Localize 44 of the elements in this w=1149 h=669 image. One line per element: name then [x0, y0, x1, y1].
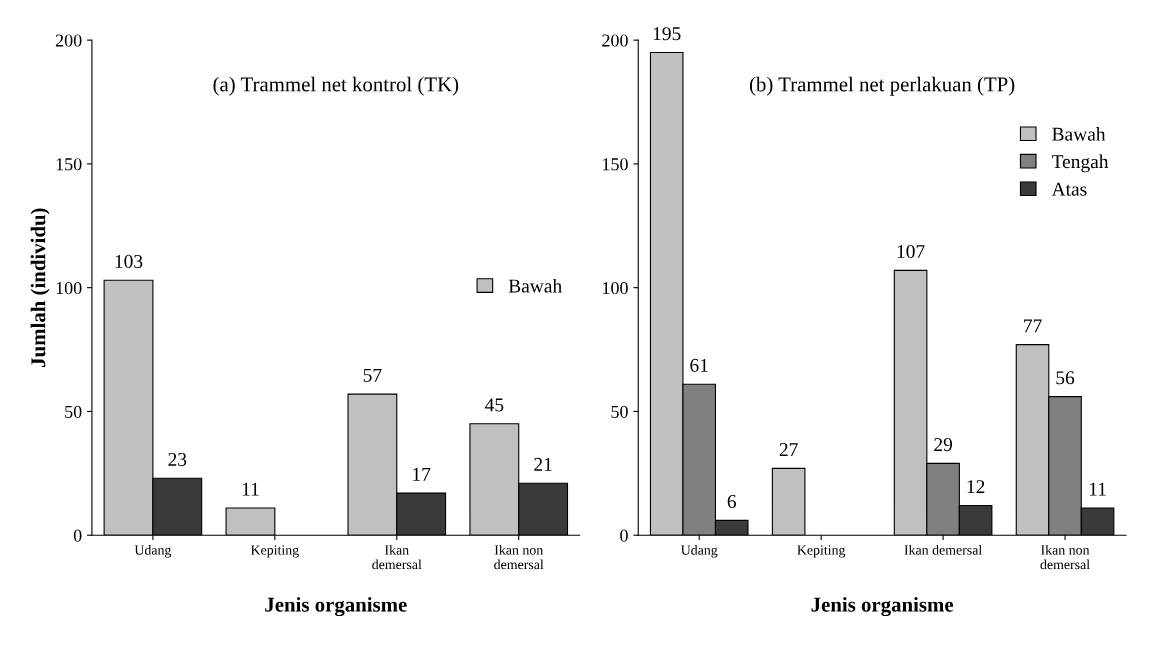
data-label: 195 [653, 27, 681, 41]
y-tick-label: 100 [56, 281, 82, 295]
data-label: 12 [967, 480, 985, 494]
text: (b) Trammel net perlakuan (TP) [749, 76, 1015, 96]
legend-label: Atas [1051, 182, 1087, 196]
x-axis-title: Jenis organisme [811, 597, 954, 617]
y-tick-label: 50 [65, 405, 82, 418]
x-tick-label: Kepiting [250, 545, 299, 558]
x-tick-label: Ikan non demersal [1040, 544, 1090, 570]
data-label: 77 [1024, 319, 1042, 333]
data-label: 11 [242, 482, 259, 496]
y-axis-title: Jumlah (individu) [30, 208, 50, 367]
data-label: 107 [897, 244, 925, 259]
x-axis-title: Jenis organisme [265, 597, 407, 617]
legend-label: Tengah [1051, 154, 1109, 173]
x-tick-label: Kepiting [797, 545, 846, 558]
data-label: 45 [485, 398, 504, 412]
text: (a) Trammel net kontrol (TK) [213, 76, 459, 96]
y-tick-label: 0 [620, 529, 628, 542]
data-label: 17 [413, 467, 431, 481]
data-label: 21 [534, 457, 552, 471]
x-tick-label: Ikan demersal [904, 544, 982, 555]
y-tick-label: 200 [55, 34, 82, 47]
y-tick-label: 150 [603, 158, 628, 171]
data-label: 56 [1056, 371, 1075, 385]
x-tick-label: Ikan demersal [372, 544, 422, 570]
data-label: 11 [1089, 482, 1106, 496]
data-label: 29 [934, 438, 953, 452]
x-tick-label: Udang [134, 544, 172, 558]
data-label: 6 [727, 495, 737, 509]
x-tick-label: Ikan non demersal [494, 544, 544, 570]
legend-label: Bawah [508, 278, 562, 293]
y-tick-label: 50 [611, 405, 628, 418]
legend-label: Bawah [1052, 127, 1106, 141]
y-tick-label: 0 [73, 529, 82, 542]
y-tick-label: 100 [603, 281, 628, 295]
data-label: 61 [690, 358, 708, 372]
data-label: 103 [115, 254, 143, 268]
y-tick-label: 150 [56, 158, 82, 171]
data-label: 27 [779, 443, 798, 456]
x-tick-label: Udang [680, 544, 718, 558]
y-tick-label: 200 [602, 34, 628, 47]
data-label: 23 [168, 452, 187, 466]
data-label: 57 [363, 368, 382, 382]
